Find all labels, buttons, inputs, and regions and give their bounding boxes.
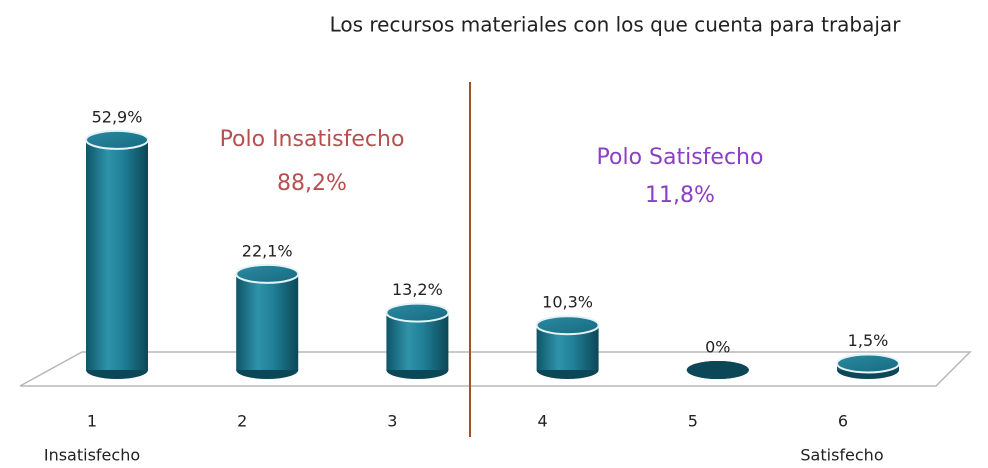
- x-tick-label: 4: [538, 412, 548, 431]
- x-tick-label: 2: [237, 412, 247, 431]
- annotation: 88,2%: [277, 171, 347, 196]
- annotation: Polo Insatisfecho: [220, 127, 405, 152]
- bar-top: [85, 129, 149, 150]
- x-tick-label: 3: [387, 412, 397, 431]
- bar: [236, 273, 299, 370]
- bar-top: [535, 315, 600, 336]
- bar-top: [836, 353, 900, 374]
- annotation: 11,8%: [645, 183, 715, 208]
- value-label: 10,3%: [542, 293, 593, 312]
- bar-top: [235, 263, 300, 284]
- x-tick-label: 6: [838, 412, 848, 431]
- end-label: Satisfecho: [800, 446, 883, 465]
- value-label: 22,1%: [242, 241, 293, 260]
- value-label: 52,9%: [92, 107, 143, 126]
- value-label: 0%: [705, 338, 730, 357]
- annotation: Polo Satisfecho: [597, 145, 764, 170]
- x-tick-label: 1: [87, 412, 97, 431]
- value-label: 1,5%: [848, 331, 889, 350]
- bar-top: [385, 302, 450, 323]
- floor: [19, 351, 972, 387]
- chart-title: Los recursos materiales con los que cuen…: [330, 13, 902, 37]
- end-label: Insatisfecho: [44, 446, 140, 465]
- bar-top: [686, 361, 749, 379]
- x-tick-label: 5: [688, 412, 698, 431]
- value-label: 13,2%: [392, 280, 443, 299]
- bar: [86, 139, 148, 370]
